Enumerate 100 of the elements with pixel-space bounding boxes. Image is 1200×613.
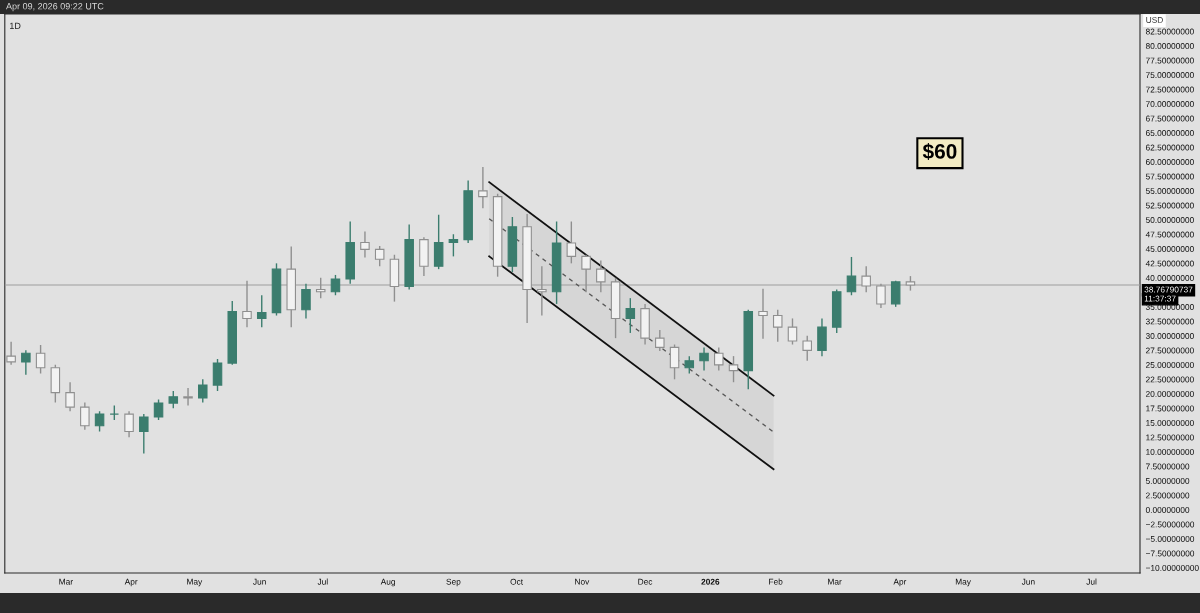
candlestick — [846, 256, 857, 296]
x-tick-label: Apr — [893, 578, 907, 587]
chart-subtitle: Apr 09, 2026 09:22 UTC — [6, 3, 104, 12]
candlestick — [21, 349, 31, 376]
y-tick-label: 60.00000000 — [1145, 159, 1194, 165]
candlestick — [153, 398, 164, 421]
y-tick-label: 0.00000000 — [1145, 506, 1190, 513]
y-tick-label: 35.00000000 — [1145, 304, 1194, 310]
candlestick — [360, 230, 370, 259]
candlestick — [65, 381, 75, 412]
candlestick — [772, 309, 783, 343]
candlestick — [817, 317, 827, 357]
x-tick-label: Dec — [638, 578, 653, 585]
y-tick-label: 2.50000000 — [1145, 492, 1190, 499]
candlestick — [714, 346, 724, 372]
text: 11:37:37 — [1144, 295, 1176, 302]
annotation: $60 — [922, 143, 957, 161]
y-tick-label: 27.50000000 — [1145, 347, 1194, 354]
candlestick — [6, 340, 16, 366]
y-axis-title: USD — [1146, 17, 1163, 23]
candlestick — [212, 358, 223, 392]
candlestick — [537, 265, 547, 317]
x-tick-label: 2026 — [701, 578, 720, 585]
x-tick-label: Aug — [380, 578, 395, 587]
y-tick-label: 72.50000000 — [1145, 86, 1194, 93]
y-tick-label: 57.50000000 — [1145, 173, 1194, 180]
candlestick — [581, 253, 591, 294]
y-tick-label: −5.00000000 — [1145, 535, 1195, 542]
y-tick-label: 17.50000000 — [1146, 405, 1194, 412]
candlestick — [669, 343, 680, 381]
candlestick — [699, 346, 709, 372]
y-tick-label: 82.50000000 — [1145, 28, 1194, 35]
y-tick-label: 52.50000000 — [1145, 202, 1194, 209]
x-tick-label: Mar — [59, 578, 73, 585]
y-tick-label: −10.00000000 — [1145, 564, 1199, 571]
y-tick-label: 77.50000000 — [1145, 57, 1194, 64]
y-tick-label: 30.00000000 — [1145, 333, 1194, 339]
candlestick — [330, 274, 341, 296]
x-tick-label: Jun — [1021, 578, 1035, 585]
candlestick — [448, 233, 459, 258]
candlestick — [787, 317, 798, 346]
candlestick — [301, 282, 311, 320]
ref-line-label: 38.76790737 — [1144, 286, 1193, 293]
y-tick-label: 20.00000000 — [1145, 391, 1194, 397]
y-tick-label: 80.00000000 — [1145, 43, 1194, 49]
candlestick — [655, 329, 665, 352]
candlestick — [139, 413, 149, 455]
y-tick-label: 42.50000000 — [1145, 260, 1194, 267]
candlestick — [256, 294, 267, 328]
x-tick-label: Jul — [1086, 578, 1097, 585]
candlestick — [198, 378, 208, 404]
candlestick — [183, 387, 193, 407]
y-tick-label: 55.00000000 — [1145, 188, 1194, 194]
candlestick — [315, 277, 326, 299]
y-tick-label: 45.00000000 — [1145, 246, 1194, 252]
x-tick-label: Apr — [124, 578, 138, 587]
y-tick-label: 75.00000000 — [1145, 72, 1194, 78]
y-tick-label: −2.50000000 — [1145, 521, 1195, 528]
y-tick-label: 5.00000000 — [1145, 478, 1190, 484]
y-tick-label: 10.00000000 — [1146, 449, 1194, 455]
candlestick — [80, 401, 90, 431]
y-tick-label: 70.00000000 — [1145, 101, 1194, 107]
candlestick — [890, 280, 901, 308]
y-tick-label: 62.50000000 — [1145, 144, 1194, 151]
x-tick-label: Feb — [769, 578, 783, 585]
y-tick-label: 25.00000000 — [1145, 362, 1194, 368]
y-tick-label: 67.50000000 — [1145, 115, 1194, 122]
x-tick-label: May — [187, 578, 203, 587]
candlestick — [566, 220, 577, 265]
candlestick — [728, 355, 739, 383]
candlestick — [94, 410, 105, 433]
x-tick-label: Sep — [446, 578, 461, 587]
y-tick-label: 15.00000000 — [1146, 420, 1194, 426]
candlestick — [478, 166, 488, 209]
candlestick — [596, 259, 606, 294]
y-tick-label: 65.00000000 — [1145, 130, 1194, 136]
y-tick-label: −7.50000000 — [1145, 550, 1195, 557]
y-tick-label: 40.00000000 — [1145, 275, 1194, 281]
candlestick — [242, 280, 252, 328]
x-tick-label: Nov — [575, 578, 590, 585]
x-tick-label: May — [955, 578, 971, 587]
candlestick — [758, 288, 768, 340]
candlestick — [124, 410, 134, 439]
y-tick-label: 32.50000000 — [1145, 318, 1194, 325]
y-tick-label: 7.50000000 — [1145, 463, 1190, 470]
y-tick-label: 22.50000000 — [1145, 376, 1194, 383]
candlestick — [433, 213, 444, 270]
candlestick — [802, 335, 812, 362]
candlestick — [625, 297, 636, 334]
text: 1D — [10, 22, 21, 29]
candlestick — [35, 344, 46, 375]
y-tick-label: 50.00000000 — [1145, 217, 1194, 223]
y-tick-label: 12.50000000 — [1146, 434, 1194, 441]
x-tick-label: Mar — [828, 578, 842, 585]
candlestick — [861, 265, 871, 294]
y-tick-label: 47.50000000 — [1145, 231, 1194, 238]
x-tick-label: Jun — [253, 578, 266, 585]
candlestick — [374, 245, 385, 267]
x-tick-label: Jul — [317, 578, 328, 585]
candlestick — [876, 282, 886, 309]
